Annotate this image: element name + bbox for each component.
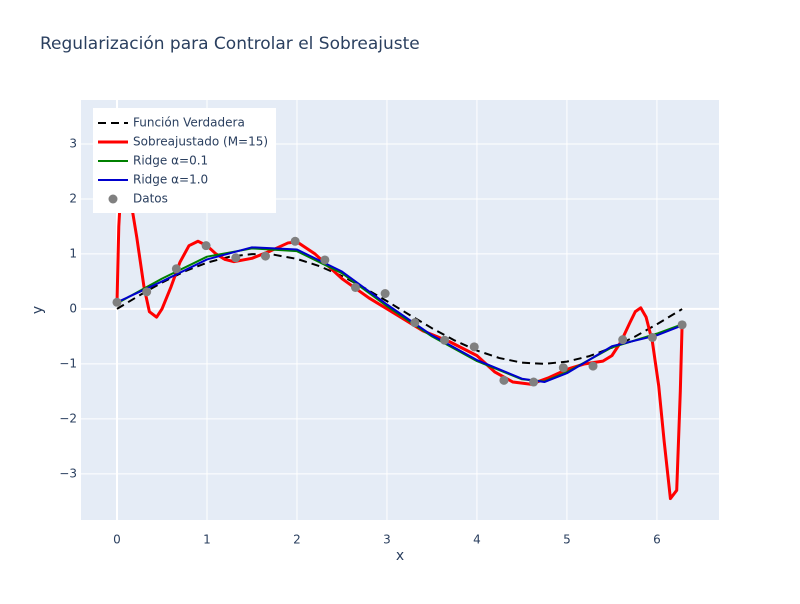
legend-label: Función Verdadera <box>133 116 245 130</box>
legend-label: Ridge α=1.0 <box>133 173 208 187</box>
x-tick-label: 1 <box>203 533 211 547</box>
legend-label: Datos <box>133 192 168 206</box>
data-point <box>677 320 687 330</box>
y-tick-label: 0 <box>69 301 77 315</box>
y-tick-label: 1 <box>69 246 77 260</box>
x-tick-label: 0 <box>113 533 121 547</box>
x-tick-label: 4 <box>473 533 481 547</box>
data-point <box>618 335 628 345</box>
legend-label: Ridge α=0.1 <box>133 154 208 168</box>
legend: Función Verdadera Sobreajustado (M=15) Rid… <box>93 108 276 213</box>
legend-label: Sobreajustado (M=15) <box>133 135 268 149</box>
plot <box>112 164 687 501</box>
data-point <box>112 297 122 307</box>
y-tick-label: −1 <box>59 356 77 370</box>
data-point <box>440 335 450 345</box>
y-axis-title: y <box>30 306 46 314</box>
legend-symbol <box>108 194 118 204</box>
data-point <box>231 253 241 263</box>
chart-title: Regularización para Controlar el Sobreaj… <box>40 34 420 54</box>
data-point <box>647 332 657 342</box>
y-tick-label: 2 <box>69 191 77 205</box>
x-axis-title: x <box>396 548 404 564</box>
x-tick-label: 6 <box>653 533 661 547</box>
data-point <box>588 361 598 371</box>
x-tick-label: 3 <box>383 533 391 547</box>
y-tick-label: −3 <box>59 466 77 480</box>
x-tick-label: 2 <box>293 533 301 547</box>
data-point <box>469 342 479 352</box>
data-point <box>529 377 539 387</box>
data-point <box>142 287 152 297</box>
data-point <box>201 241 211 251</box>
data-point <box>380 289 390 299</box>
x-tick-label: 5 <box>563 533 571 547</box>
data-point <box>410 318 420 328</box>
y-tick-label: 3 <box>69 136 77 150</box>
data-point <box>320 255 330 265</box>
data-point <box>171 264 181 274</box>
data-point <box>290 236 300 246</box>
data-point <box>260 251 270 261</box>
data-point <box>558 363 568 373</box>
line-series <box>116 246 683 384</box>
data-point <box>350 282 360 292</box>
y-tick-label: −2 <box>59 411 77 425</box>
data-point <box>499 375 509 385</box>
